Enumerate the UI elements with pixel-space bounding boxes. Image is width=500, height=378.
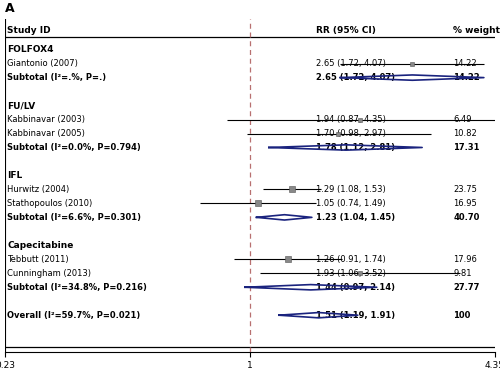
Text: Cunningham (2013): Cunningham (2013) <box>8 269 91 278</box>
Text: 1.93 (1.06, 3.52): 1.93 (1.06, 3.52) <box>316 269 386 278</box>
Text: 14.22: 14.22 <box>454 59 477 68</box>
Text: 1.26 (0.91, 1.74): 1.26 (0.91, 1.74) <box>316 255 386 264</box>
Text: Subtotal (I²=6.6%, P=0.301): Subtotal (I²=6.6%, P=0.301) <box>8 213 141 222</box>
Text: Giantonio (2007): Giantonio (2007) <box>8 59 79 68</box>
Text: 2.65 (1.72, 4.07): 2.65 (1.72, 4.07) <box>316 73 395 82</box>
Text: Subtotal (I²=0.0%, P=0.794): Subtotal (I²=0.0%, P=0.794) <box>8 143 141 152</box>
Text: 10.82: 10.82 <box>454 129 477 138</box>
Text: 1.51 (1.19, 1.91): 1.51 (1.19, 1.91) <box>316 311 396 320</box>
Text: 1.44 (0.97, 2.14): 1.44 (0.97, 2.14) <box>316 283 395 292</box>
Text: 17.31: 17.31 <box>454 143 480 152</box>
Text: RR (95% CI): RR (95% CI) <box>316 26 376 34</box>
Text: 14.22: 14.22 <box>454 73 480 82</box>
Text: 100: 100 <box>454 311 470 320</box>
Text: 17.96: 17.96 <box>454 255 477 264</box>
Text: Tebbutt (2011): Tebbutt (2011) <box>8 255 69 264</box>
Text: 1.78 (1.12, 2.81): 1.78 (1.12, 2.81) <box>316 143 395 152</box>
Text: Kabbinavar (2005): Kabbinavar (2005) <box>8 129 86 138</box>
Text: 16.95: 16.95 <box>454 199 477 208</box>
Text: % weight: % weight <box>454 26 500 34</box>
Text: Subtotal (I²=.%, P=.): Subtotal (I²=.%, P=.) <box>8 73 106 82</box>
Text: Kabbinavar (2003): Kabbinavar (2003) <box>8 115 86 124</box>
Text: Capecitabine: Capecitabine <box>8 241 74 250</box>
Text: 1.94 (0.87, 4.35): 1.94 (0.87, 4.35) <box>316 115 386 124</box>
Text: FOLFOX4: FOLFOX4 <box>8 45 54 54</box>
Text: Overall (I²=59.7%, P=0.021): Overall (I²=59.7%, P=0.021) <box>8 311 140 320</box>
Text: 1.29 (1.08, 1.53): 1.29 (1.08, 1.53) <box>316 185 386 194</box>
Text: 27.77: 27.77 <box>454 283 479 292</box>
Text: 9.81: 9.81 <box>454 269 472 278</box>
Text: 1.70 (0.98, 2.97): 1.70 (0.98, 2.97) <box>316 129 386 138</box>
Text: A: A <box>5 2 15 15</box>
Text: 40.70: 40.70 <box>454 213 479 222</box>
Text: 2.65 (1.72, 4.07): 2.65 (1.72, 4.07) <box>316 59 386 68</box>
Text: Subtotal (I²=34.8%, P=0.216): Subtotal (I²=34.8%, P=0.216) <box>8 283 147 292</box>
Text: 6.49: 6.49 <box>454 115 472 124</box>
Text: Stathopoulos (2010): Stathopoulos (2010) <box>8 199 92 208</box>
Text: Hurwitz (2004): Hurwitz (2004) <box>8 185 70 194</box>
Text: FU/LV: FU/LV <box>8 101 36 110</box>
Text: 1.05 (0.74, 1.49): 1.05 (0.74, 1.49) <box>316 199 386 208</box>
Text: 23.75: 23.75 <box>454 185 477 194</box>
Text: 1.23 (1.04, 1.45): 1.23 (1.04, 1.45) <box>316 213 396 222</box>
Text: Study ID: Study ID <box>8 26 51 34</box>
Text: IFL: IFL <box>8 171 22 180</box>
